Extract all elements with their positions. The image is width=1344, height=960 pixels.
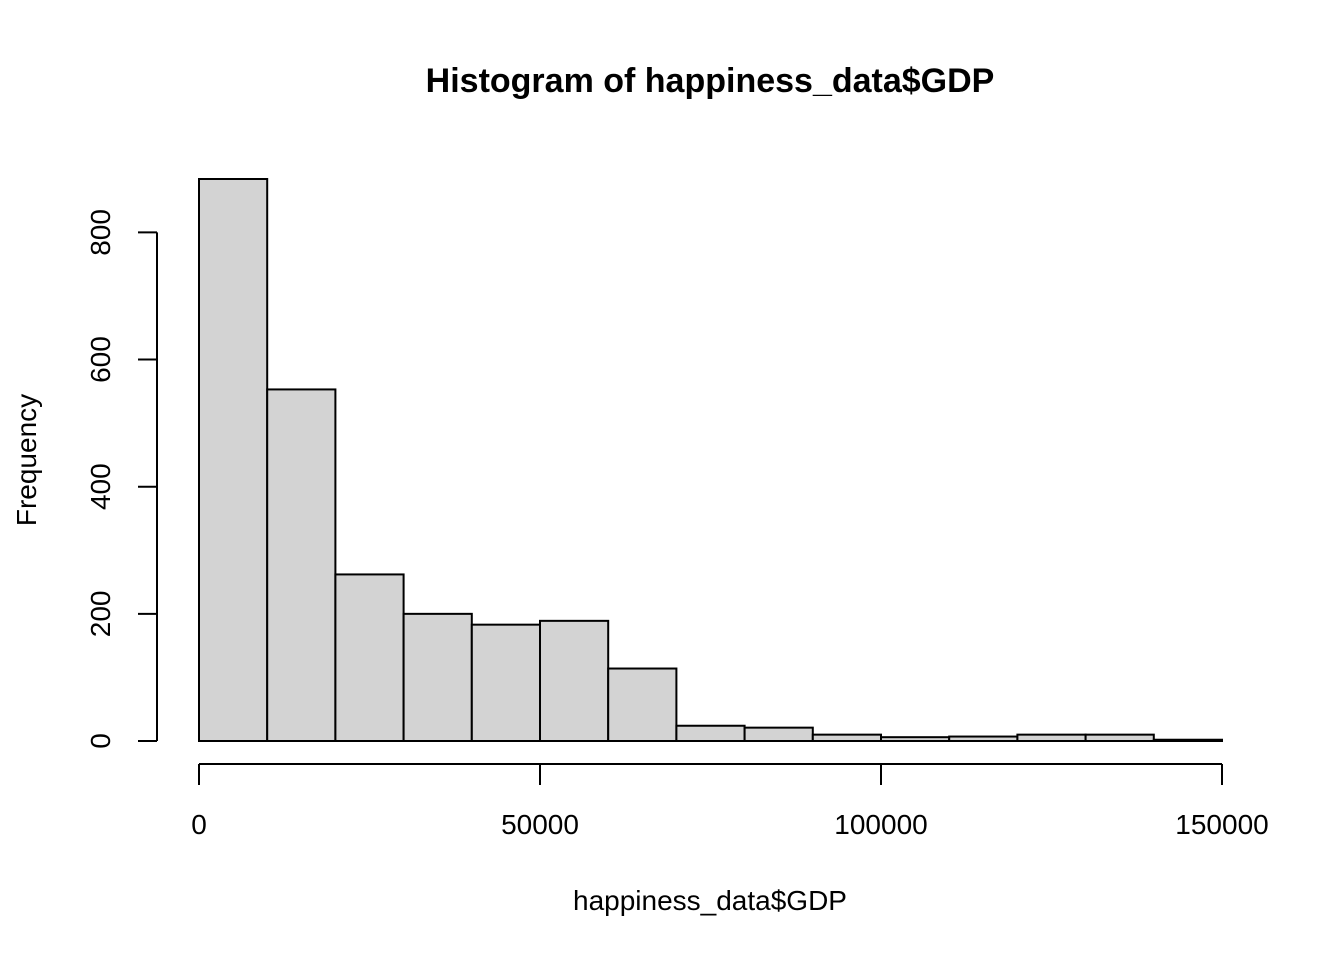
y-tick-label: 0 xyxy=(85,733,116,749)
x-axis-label: happiness_data$GDP xyxy=(573,885,847,916)
histogram-bar xyxy=(334,573,405,742)
x-tick-label: 50000 xyxy=(501,809,579,840)
y-tick-label: 400 xyxy=(85,463,116,510)
y-axis-label: Frequency xyxy=(11,394,42,526)
histogram-bar xyxy=(880,736,951,743)
y-tick-label: 800 xyxy=(85,209,116,256)
histogram-bar xyxy=(198,178,269,742)
histogram-bar xyxy=(539,619,610,742)
histogram-bar xyxy=(470,623,541,743)
bars xyxy=(198,178,1224,743)
histogram-bar xyxy=(266,388,337,742)
x-tick-label: 150000 xyxy=(1175,809,1268,840)
y-tick-label: 200 xyxy=(85,590,116,637)
histogram-bar xyxy=(811,733,882,742)
chart-title: Histogram of happiness_data$GDP xyxy=(426,62,995,100)
y-tick-label: 600 xyxy=(85,336,116,383)
histogram-bar xyxy=(1152,738,1224,743)
histogram-bar xyxy=(743,726,814,742)
x-tick-label: 0 xyxy=(191,809,207,840)
y-axis: 0 200 400 600 800 xyxy=(85,209,158,749)
histogram-bar xyxy=(1016,733,1087,742)
histogram-bar xyxy=(948,735,1019,742)
histogram-bar xyxy=(1084,733,1155,742)
x-axis: 0 50000 100000 150000 xyxy=(191,763,1269,840)
histogram-bar xyxy=(607,667,678,743)
histogram-bar xyxy=(402,612,473,743)
histogram-bar xyxy=(675,724,746,742)
x-tick-label: 100000 xyxy=(834,809,927,840)
